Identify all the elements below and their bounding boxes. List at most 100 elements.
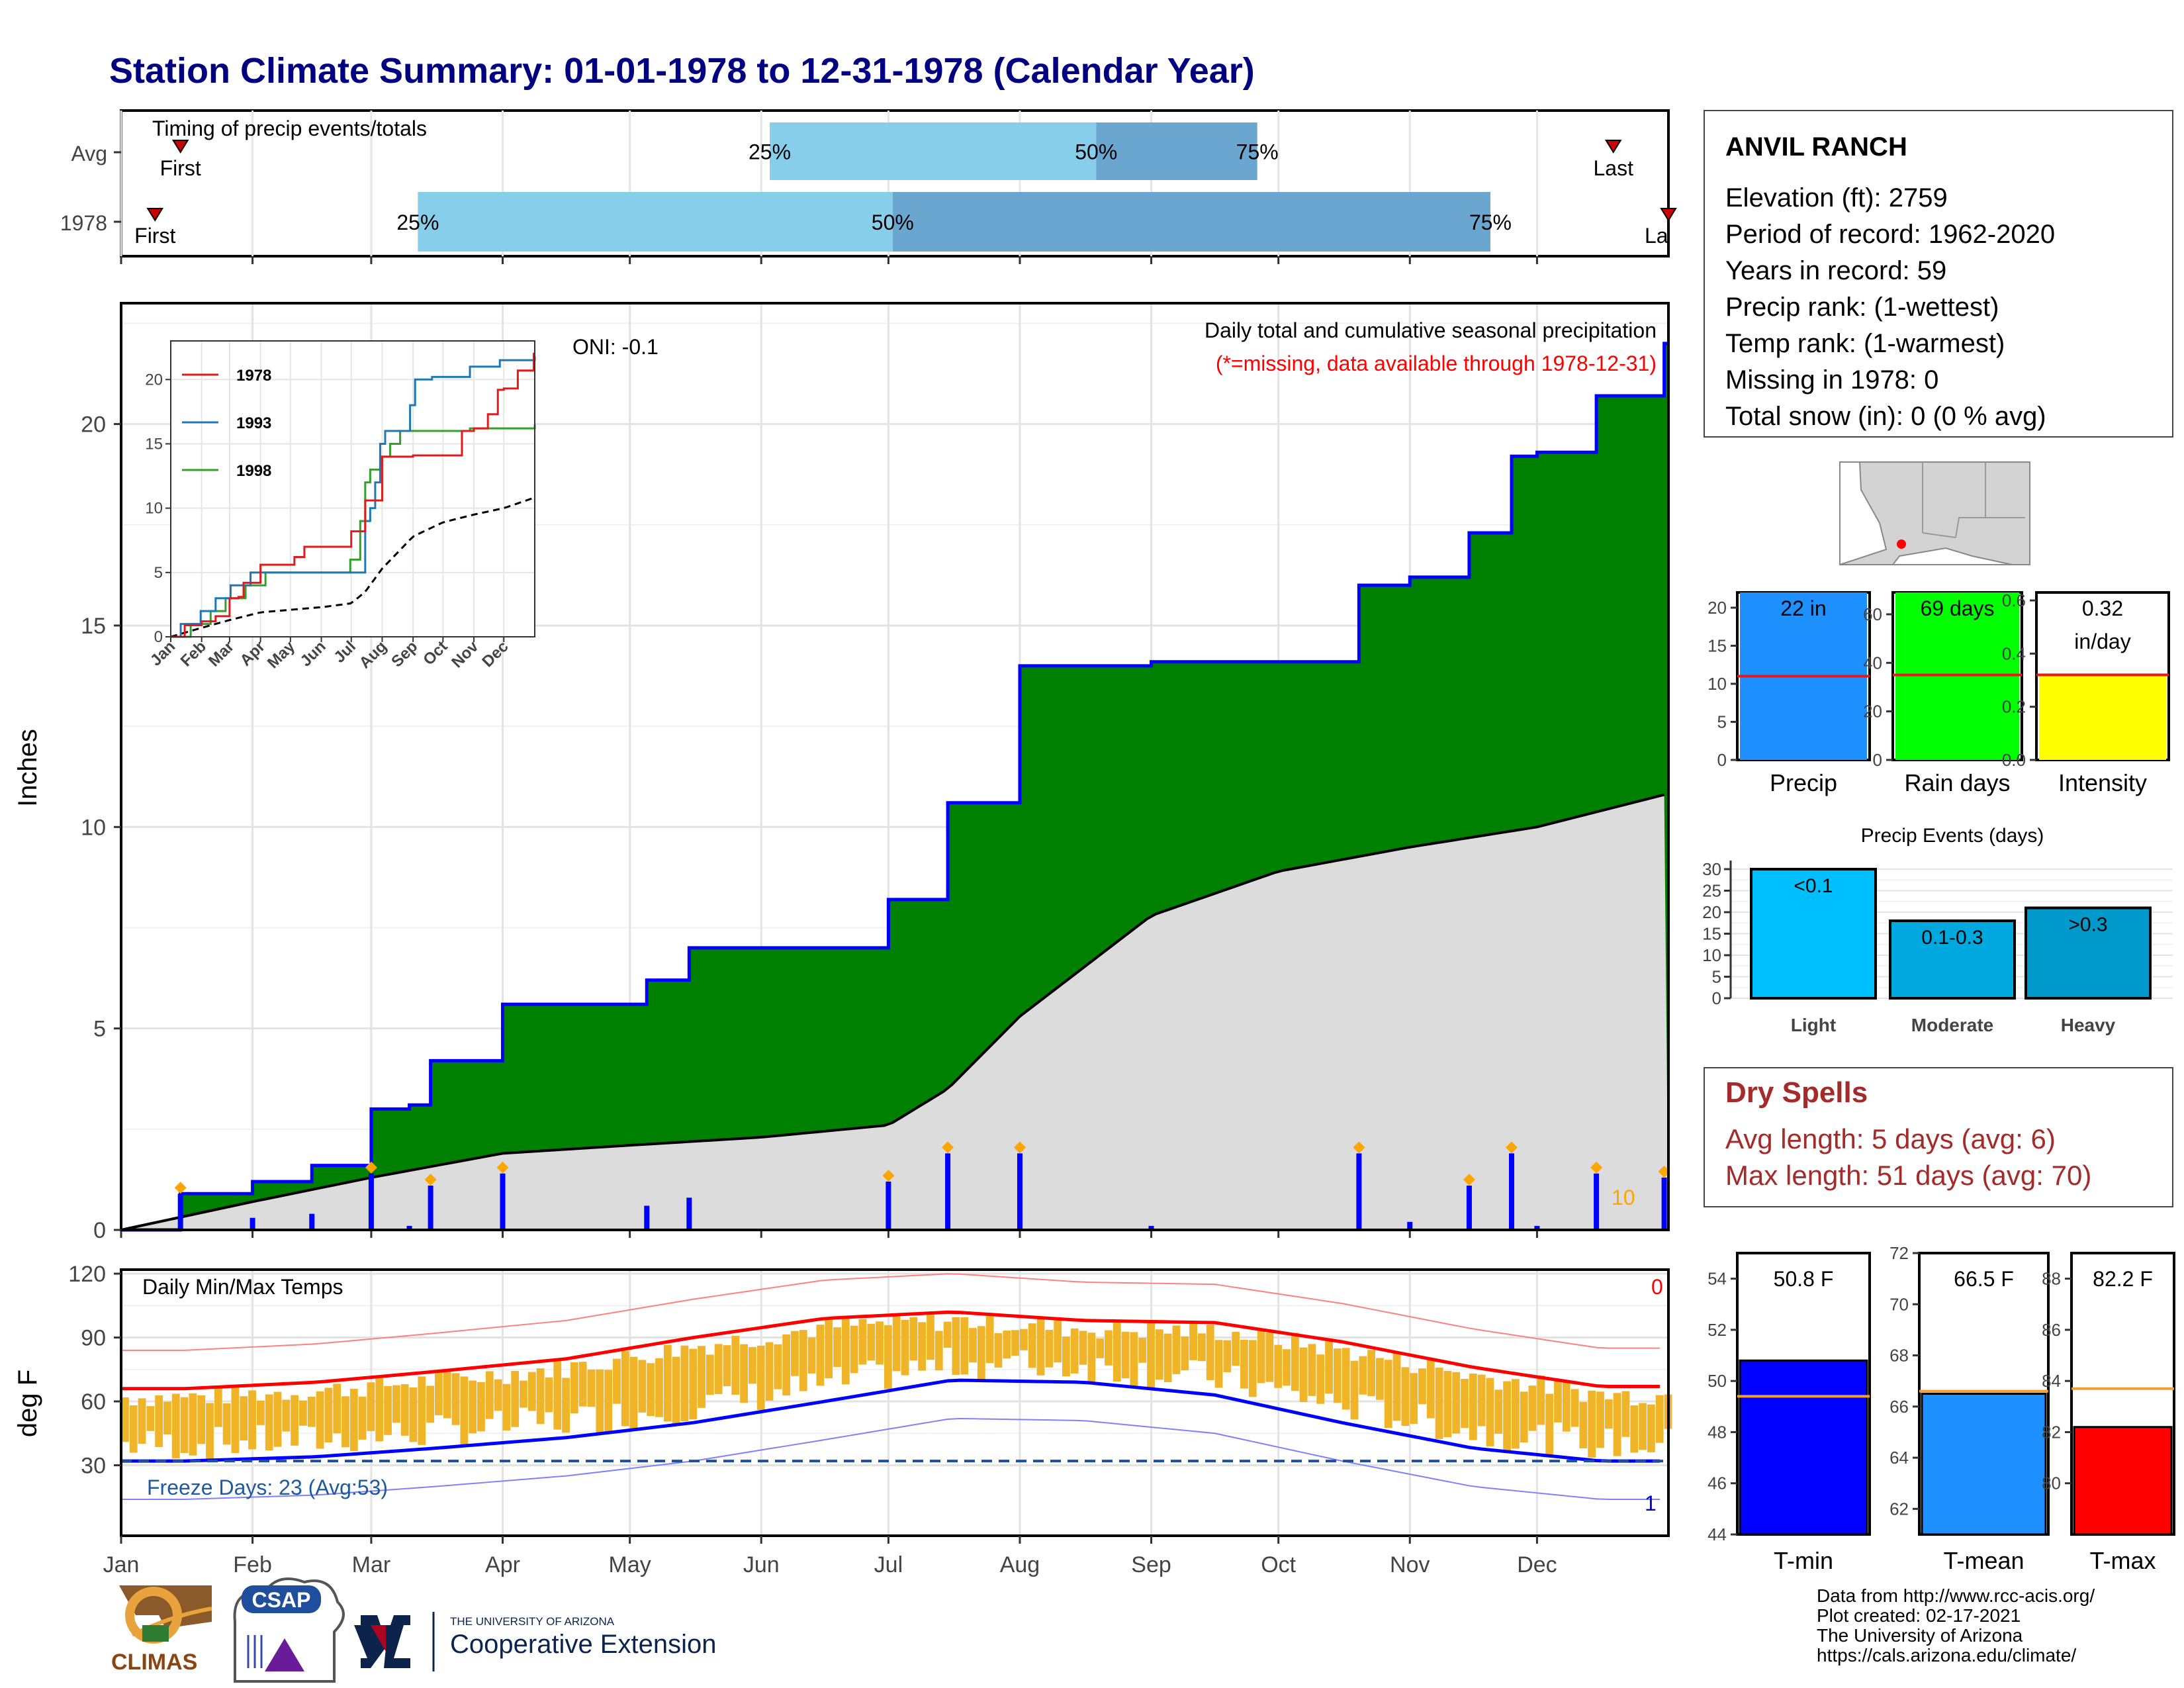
temp-daily-bar bbox=[197, 1395, 206, 1444]
temp-daily-bar bbox=[1248, 1340, 1257, 1397]
temp-bar-fill bbox=[1739, 1359, 1868, 1536]
temp-daily-bar bbox=[1299, 1347, 1308, 1402]
temp-daily-bar bbox=[1003, 1330, 1011, 1359]
precip-events-title: Precip Events (days) bbox=[1861, 825, 2044, 847]
temp-daily-bar bbox=[189, 1393, 197, 1456]
temp-daily-bar bbox=[749, 1346, 756, 1384]
temp-daily-bar bbox=[1325, 1340, 1333, 1394]
temp-daily-bar bbox=[1163, 1333, 1172, 1382]
temp-daily-bar bbox=[825, 1318, 833, 1379]
temp-daily-bar bbox=[1554, 1380, 1562, 1423]
temp-daily-bar bbox=[918, 1322, 927, 1371]
temp-daily-bar bbox=[511, 1370, 520, 1427]
temp-daily-bar bbox=[570, 1362, 578, 1414]
station-elevation: Elevation (ft): 2759 bbox=[1725, 183, 1948, 212]
precip-daily-bar bbox=[1661, 1177, 1667, 1230]
precip-daily-bar bbox=[428, 1186, 433, 1230]
temp-daily-bar bbox=[1240, 1339, 1248, 1389]
temp-panel-label: Daily Min/Max Temps bbox=[142, 1275, 343, 1299]
temp-daily-bar bbox=[867, 1323, 876, 1361]
timing-row-avg-label: Avg bbox=[71, 142, 107, 165]
temp-daily-bar bbox=[596, 1369, 604, 1433]
temp-daily-bar bbox=[638, 1360, 647, 1413]
summary-bar-tick-label: 0 bbox=[1717, 750, 1727, 770]
temp-daily-bar bbox=[604, 1370, 613, 1432]
temp-daily-bar bbox=[1528, 1385, 1537, 1431]
temp-daily-bar bbox=[1342, 1348, 1350, 1410]
summary-bar-tick-label: 0.2 bbox=[2002, 697, 2026, 717]
temp-daily-bar bbox=[384, 1385, 392, 1435]
temp-daily-bar bbox=[985, 1313, 994, 1364]
timing-last-label: La bbox=[1645, 224, 1668, 248]
precip-daily-bar bbox=[1148, 1225, 1154, 1230]
timing-bar-50-75 bbox=[1096, 122, 1257, 180]
month-label: May bbox=[609, 1552, 651, 1577]
month-label: Oct bbox=[1261, 1552, 1296, 1577]
precip-average-area bbox=[121, 794, 1668, 1230]
temp-panel: 30 60 90 120 deg F Daily Min/Max Temps Free… bbox=[13, 1262, 1672, 1577]
inset-average-line bbox=[170, 496, 534, 638]
timing-p25-label: 25% bbox=[396, 211, 439, 234]
events-category-label: Light bbox=[1791, 1015, 1836, 1035]
timing-first-marker bbox=[171, 140, 189, 154]
temp-daily-bar bbox=[1520, 1391, 1528, 1443]
temp-daily-bar bbox=[901, 1319, 909, 1376]
temp-daily-bar bbox=[621, 1350, 629, 1427]
temp-daily-bar bbox=[155, 1395, 163, 1447]
credit-plot-date: Plot created: 02-17-2021 bbox=[1817, 1605, 2021, 1626]
csap-logo-text: CSAP bbox=[252, 1588, 311, 1612]
avg-min-line bbox=[121, 1378, 1661, 1463]
temp-daily-bar bbox=[138, 1398, 146, 1444]
temp-daily-bar bbox=[1155, 1329, 1163, 1380]
temp-daily-bar bbox=[367, 1382, 375, 1431]
temp-daily-bar bbox=[578, 1362, 587, 1407]
month-label: Nov bbox=[1390, 1552, 1430, 1577]
temp-bar-name: T-mean bbox=[1943, 1547, 2024, 1574]
precip-ytick-label: 5 bbox=[93, 1017, 106, 1042]
month-label: Jul bbox=[874, 1552, 903, 1577]
temp-daily-bar bbox=[655, 1358, 663, 1417]
temp-y-axis-label: deg F bbox=[13, 1370, 42, 1437]
temp-daily-bar bbox=[1647, 1404, 1655, 1452]
temp-daily-bar bbox=[553, 1360, 562, 1430]
precip-heavy-marker bbox=[1463, 1174, 1475, 1186]
inset-legend-label: 1993 bbox=[236, 414, 271, 432]
timing-label: Timing of precip events/totals bbox=[152, 117, 427, 140]
dry-spells-title: Dry Spells bbox=[1725, 1076, 1868, 1109]
temp-daily-bar bbox=[1045, 1329, 1054, 1368]
temp-daily-bar bbox=[1452, 1372, 1461, 1434]
temp-bar-tick-label: 48 bbox=[1707, 1422, 1727, 1442]
temp-daily-bar bbox=[400, 1384, 409, 1436]
temp-daily-bar bbox=[1214, 1340, 1223, 1388]
temp-daily-bar bbox=[1384, 1360, 1392, 1429]
temp-daily-bar bbox=[833, 1327, 841, 1368]
temp-daily-bar bbox=[163, 1401, 171, 1434]
summary-bar-value-label: 69 days bbox=[1920, 596, 1994, 620]
inset-series-1993 bbox=[171, 356, 536, 638]
temp-daily-bar bbox=[723, 1345, 731, 1387]
temp-daily-bar bbox=[1410, 1373, 1418, 1425]
events-tick-label: 10 bbox=[1702, 945, 1721, 965]
events-bar bbox=[2025, 906, 2152, 1000]
temp-daily-bar bbox=[1274, 1344, 1283, 1388]
temp-bar-tick-label: 62 bbox=[1889, 1499, 1909, 1519]
month-label: Dec bbox=[1517, 1552, 1557, 1577]
station-temp-rank: Temp rank: (1-warmest) bbox=[1725, 329, 2005, 358]
station-name: ANVIL RANCH bbox=[1725, 132, 1907, 162]
temp-daily-bar bbox=[451, 1373, 460, 1425]
timing-last-marker bbox=[1604, 140, 1622, 154]
temp-daily-bar bbox=[1257, 1329, 1265, 1383]
dry-spells-max: Max length: 51 days (avg: 70) bbox=[1725, 1160, 2091, 1191]
timing-bar-25-50 bbox=[770, 122, 1097, 180]
temp-daily-bar bbox=[1367, 1350, 1376, 1397]
temp-daily-bar bbox=[121, 1397, 129, 1442]
temp-daily-bar bbox=[1019, 1329, 1028, 1350]
ua-big-text: Cooperative Extension bbox=[450, 1630, 716, 1659]
temp-bar-tick-label: 44 bbox=[1707, 1524, 1727, 1544]
summary-bar-tick-label: 0.0 bbox=[2002, 750, 2026, 770]
summary-bars: 22 in Precip 0 5 10 15 20 69 days Rain days 0 20 40… bbox=[1707, 590, 2170, 796]
temp-daily-bar bbox=[536, 1368, 545, 1425]
temp-daily-bar bbox=[180, 1397, 189, 1453]
precip-heavy-marker bbox=[424, 1174, 437, 1186]
timing-p75-label: 75% bbox=[1236, 140, 1279, 164]
